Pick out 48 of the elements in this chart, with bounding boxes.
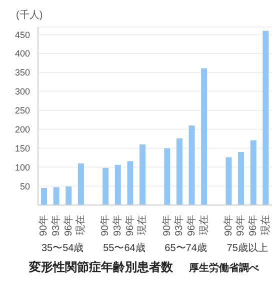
text: 35〜54歳	[42, 242, 84, 254]
bar	[102, 168, 109, 205]
text: 55〜64歳	[103, 242, 146, 254]
bar	[127, 161, 134, 205]
y-tick-label: 150	[14, 143, 30, 154]
bar	[114, 164, 121, 205]
x-tick-label: 93年	[234, 215, 247, 236]
y-tick-label: 450	[14, 30, 30, 40]
x-tick-label: 96年	[124, 215, 136, 236]
x-tick-label: 90年	[222, 215, 234, 236]
bar	[164, 148, 170, 205]
y-tick-label: 250	[14, 106, 30, 116]
x-tick-label: 現在	[259, 215, 272, 235]
bar	[188, 125, 195, 205]
text: 65〜74歳	[164, 242, 207, 254]
bar	[176, 138, 182, 205]
text: 75歳以上	[226, 242, 268, 254]
y-tick-label: 400	[14, 48, 30, 59]
x-tick-label: 90年	[160, 215, 173, 236]
x-tick-label: 現在	[136, 215, 148, 235]
bar	[250, 140, 256, 205]
x-tick-label: 現在	[74, 215, 87, 235]
y-tick-label: 300	[14, 86, 30, 97]
text: 厚生労働省調べ	[189, 261, 259, 275]
x-tick-label: 現在	[198, 215, 210, 235]
bar	[78, 163, 84, 205]
text: 変形性関節症年齢別患者数	[29, 259, 173, 276]
x-tick-label: 90年	[38, 215, 50, 236]
x-tick-label: 96年	[62, 215, 74, 236]
bar	[238, 152, 244, 205]
bar	[53, 187, 60, 205]
bar	[226, 157, 232, 205]
y-tick-label: 50	[20, 181, 30, 192]
bar	[201, 68, 208, 205]
x-tick-label: 90年	[99, 215, 112, 236]
x-tick-label: 96年	[185, 215, 198, 236]
bar	[41, 188, 47, 205]
x-tick-label: 93年	[112, 215, 124, 236]
y-tick-label: 100	[14, 162, 30, 172]
x-tick-label: 96年	[247, 215, 260, 236]
y-tick-label: 200	[14, 124, 30, 134]
bar	[262, 30, 269, 205]
y-axis-title: (千人)	[15, 8, 44, 21]
x-tick-label: 93年	[50, 215, 62, 236]
x-tick-label: 93年	[173, 215, 186, 236]
y-tick-label: 350	[14, 68, 30, 78]
bar	[66, 186, 72, 205]
bar	[140, 144, 146, 205]
